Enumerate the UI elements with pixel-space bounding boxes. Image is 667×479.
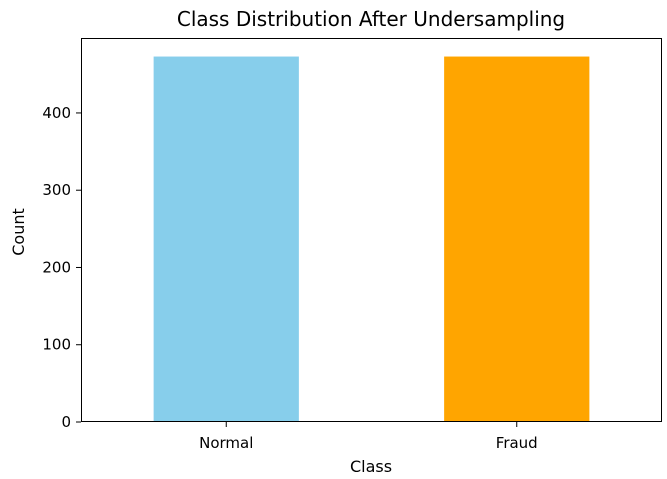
y-tick-label: 100	[42, 336, 71, 354]
y-tick-label: 0	[61, 413, 71, 431]
plot-frame	[81, 38, 662, 422]
x-axis-ticks: Normal Fraud	[199, 422, 538, 452]
bar-normal	[153, 56, 299, 422]
x-tick-label: Fraud	[496, 434, 538, 452]
y-tick-label: 400	[42, 104, 71, 122]
bars	[153, 56, 590, 422]
y-tick-label: 200	[42, 258, 71, 276]
x-axis-label: Class	[350, 457, 392, 476]
y-axis-ticks: 0 100 200 300 400	[42, 104, 81, 431]
x-tick-label: Normal	[199, 434, 253, 452]
y-axis-label: Count	[9, 208, 28, 256]
bar-fraud	[444, 56, 590, 422]
plot-area: 0 100 200 300 400 Normal Fraud	[42, 38, 662, 452]
chart-title: Class Distribution After Undersampling	[177, 7, 565, 31]
y-tick-label: 300	[42, 181, 71, 199]
